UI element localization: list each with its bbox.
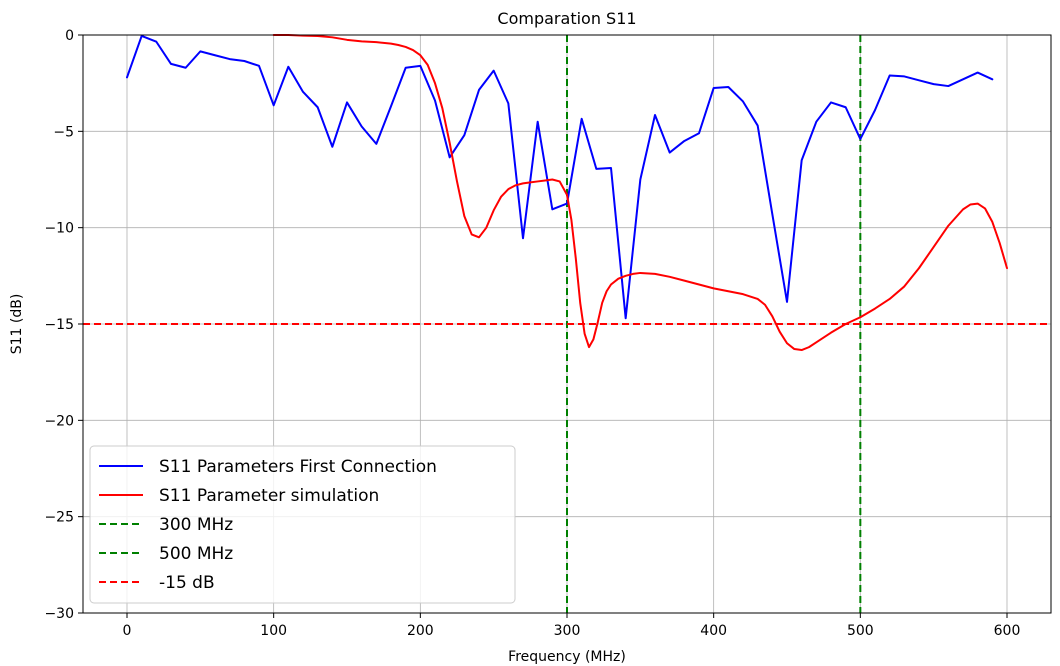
x-tick-label: 400 [700,623,727,639]
y-axis-label: S11 (dB) [9,294,25,355]
y-tick-label: −20 [44,413,74,429]
series-lines [126,34,1008,352]
x-axis-label: Frequency (MHz) [508,649,626,665]
legend: S11 Parameters First Connection S11 Para… [89,445,516,604]
legend-label-500mhz: 500 MHz [159,544,233,564]
x-tick-label: 200 [407,623,434,639]
x-tick-label: 300 [554,623,581,639]
y-tick-label: −5 [53,124,74,140]
legend-label-minus15db: -15 dB [159,573,215,593]
legend-label-series-2: S11 Parameter simulation [159,486,379,506]
legend-label-300mhz: 300 MHz [159,515,233,535]
y-tick-label: −15 [44,317,74,333]
x-tick-label: 500 [847,623,874,639]
x-tick-label: 100 [260,623,287,639]
y-tick-label: −25 [44,510,74,526]
chart-title: Comparation S11 [497,9,636,28]
series-line-2 [272,34,1008,352]
legend-label-series-1: S11 Parameters First Connection [159,457,437,477]
legend-box [89,445,516,604]
reference-lines [83,35,1051,613]
x-tick-label: 600 [994,623,1021,639]
y-tick-label: −30 [44,606,74,622]
series-line-1 [126,34,994,320]
x-tick-label: 0 [123,623,132,639]
y-tick-label: −10 [44,221,74,237]
y-tick-label: 0 [65,28,74,44]
x-axis-ticks: 0 100 200 300 400 500 600 [123,613,1021,639]
y-axis-ticks: 0 −5 −10 −15 −20 −25 −30 [44,28,83,622]
